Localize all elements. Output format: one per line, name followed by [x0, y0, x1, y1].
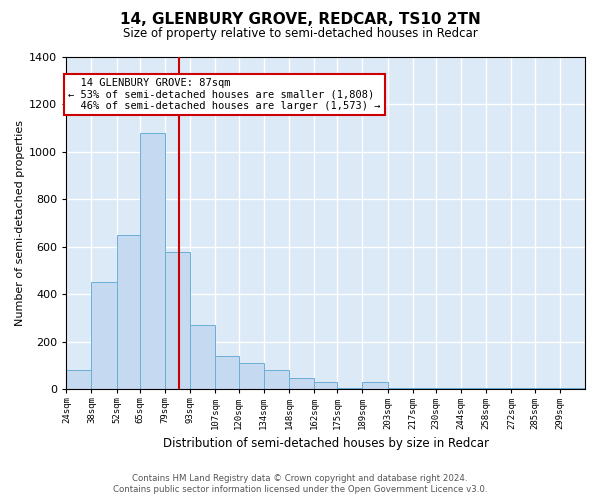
Bar	[190, 326, 215, 390]
Bar	[461, 388, 486, 390]
Bar	[314, 382, 337, 390]
Text: 14, GLENBURY GROVE, REDCAR, TS10 2TN: 14, GLENBURY GROVE, REDCAR, TS10 2TN	[119, 12, 481, 28]
Bar	[91, 282, 116, 390]
Bar	[165, 252, 190, 390]
Bar	[436, 388, 461, 390]
X-axis label: Distribution of semi-detached houses by size in Redcar: Distribution of semi-detached houses by …	[163, 437, 488, 450]
Y-axis label: Number of semi-detached properties: Number of semi-detached properties	[15, 120, 25, 326]
Bar	[413, 388, 436, 390]
Bar	[486, 388, 511, 390]
Bar	[239, 364, 264, 390]
Bar	[67, 370, 91, 390]
Bar	[116, 235, 140, 390]
Bar	[289, 378, 314, 390]
Bar	[560, 388, 585, 390]
Bar	[362, 382, 388, 390]
Bar	[337, 388, 362, 390]
Bar	[215, 356, 239, 390]
Text: 14 GLENBURY GROVE: 87sqm
← 53% of semi-detached houses are smaller (1,808)
  46%: 14 GLENBURY GROVE: 87sqm ← 53% of semi-d…	[68, 78, 380, 111]
Bar	[535, 388, 560, 390]
Bar	[388, 388, 413, 390]
Bar	[264, 370, 289, 390]
Text: Contains HM Land Registry data © Crown copyright and database right 2024.
Contai: Contains HM Land Registry data © Crown c…	[113, 474, 487, 494]
Bar	[511, 388, 535, 390]
Text: Size of property relative to semi-detached houses in Redcar: Size of property relative to semi-detach…	[122, 28, 478, 40]
Bar	[140, 132, 165, 390]
